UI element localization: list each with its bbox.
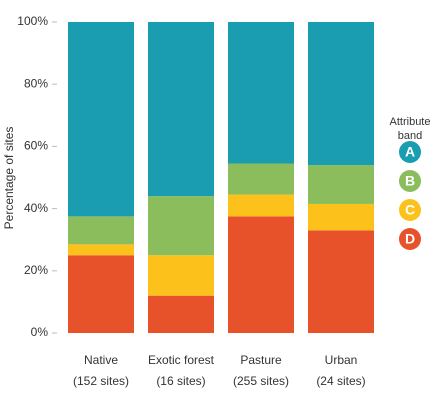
- bar-segment: [68, 22, 134, 217]
- y-tick-label: 0%: [31, 325, 49, 339]
- legend-swatch: [399, 141, 421, 163]
- legend-label: C: [405, 202, 415, 218]
- legend-label: D: [405, 231, 415, 247]
- legend-swatch: [399, 170, 421, 192]
- x-tick-label: Exotic forest: [148, 353, 215, 367]
- y-tick-label: 60%: [24, 139, 48, 153]
- legend-swatch: [399, 199, 421, 221]
- x-tick-sublabel: (24 sites): [316, 374, 365, 388]
- legend-swatch: [399, 228, 421, 250]
- bar-segment: [148, 22, 214, 197]
- bar-segment: [228, 163, 294, 195]
- legend-label: A: [405, 144, 415, 160]
- bar-segment: [308, 165, 374, 204]
- x-tick-sublabel: (16 sites): [156, 374, 205, 388]
- y-tick-label: 80%: [24, 76, 48, 90]
- bar-segment: [148, 295, 214, 333]
- bar-segment: [308, 203, 374, 231]
- legend-title: Attribute band: [390, 116, 431, 142]
- x-tick-label: Urban: [325, 353, 358, 367]
- bar-segment: [308, 22, 374, 166]
- bar-segment: [228, 22, 294, 164]
- x-tick-sublabel: (152 sites): [73, 374, 129, 388]
- y-tick-label: 40%: [24, 201, 48, 215]
- x-tick-label: Pasture: [240, 353, 282, 367]
- y-tick-label: 100%: [17, 14, 48, 28]
- bar-segment: [228, 216, 294, 333]
- bar-segment: [68, 255, 134, 333]
- bar-segment: [148, 255, 214, 296]
- bar-segment: [308, 230, 374, 333]
- bar-segment: [148, 196, 214, 256]
- bar-segment: [228, 194, 294, 217]
- bar-segment: [68, 244, 134, 256]
- y-tick-label: 20%: [24, 263, 48, 277]
- y-axis-label: Percentage of sites: [2, 127, 16, 230]
- x-tick-sublabel: (255 sites): [233, 374, 289, 388]
- x-tick-label: Native: [84, 353, 118, 367]
- legend-label: B: [405, 173, 415, 189]
- bar-segment: [68, 216, 134, 245]
